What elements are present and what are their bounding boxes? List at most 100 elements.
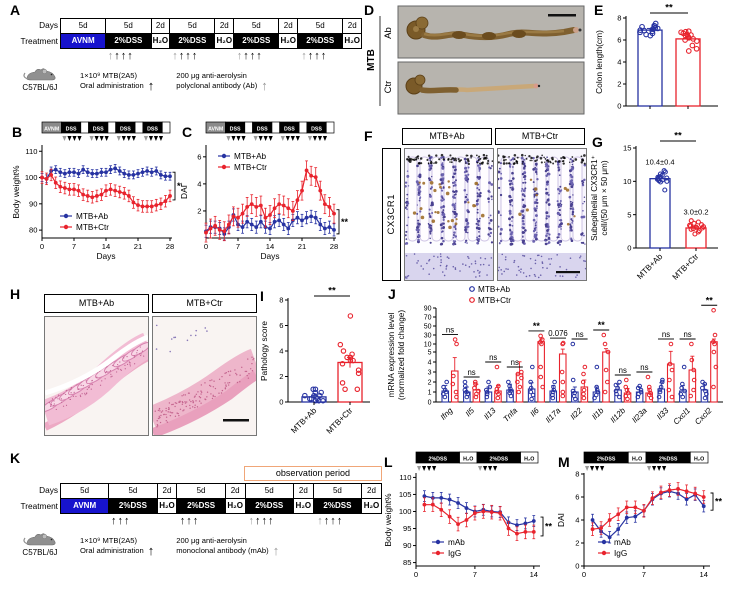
scatter-dot <box>337 341 344 348</box>
nucleus-dot <box>478 162 481 165</box>
nucleus-dot <box>156 420 158 422</box>
nucleus-dot <box>478 176 482 179</box>
nucleus-dot <box>552 158 554 161</box>
nucleus-dot <box>406 157 409 160</box>
data-point <box>99 192 104 197</box>
scatter-dot <box>662 187 668 193</box>
scatter-dot <box>528 385 534 391</box>
scatter-dot <box>605 349 611 355</box>
data-point <box>245 204 250 209</box>
dab-positive-cell <box>433 188 437 193</box>
data-point <box>108 187 113 192</box>
nucleus-dot <box>442 156 445 159</box>
data-point <box>62 186 67 190</box>
crypt <box>512 156 523 242</box>
data-point <box>44 176 49 181</box>
nucleus-dot <box>436 256 439 258</box>
nucleus-dot <box>515 274 518 276</box>
nucleus-dot <box>467 255 469 258</box>
nucleus-dot <box>508 200 512 204</box>
data-point <box>81 192 86 197</box>
panel-k: K observation period Days 5d 5d 2d 5d 2d 5d 2d 5d… <box>8 450 382 595</box>
data-point <box>168 194 172 198</box>
panel-h-header-ctr: MTB+Ctr <box>152 294 257 313</box>
data-point <box>464 506 469 510</box>
scatter-dot <box>688 218 694 224</box>
data-point <box>213 223 218 228</box>
data-point <box>263 215 268 220</box>
nucleus-dot <box>422 268 425 270</box>
nucleus-dot <box>178 401 180 403</box>
scatter-dot <box>538 364 543 370</box>
dose-arrow-icon <box>652 466 657 471</box>
nucleus-dot <box>57 394 60 396</box>
nucleus-dot <box>165 413 167 416</box>
nucleus-dot <box>509 196 512 199</box>
nucleus-dot <box>445 265 448 268</box>
nucleus-dot <box>417 233 420 236</box>
nucleus-dot <box>468 266 471 268</box>
nucleus-dot <box>511 182 514 184</box>
scatter-dot <box>515 371 521 377</box>
scatter-dot <box>711 384 716 390</box>
mini-timeline-block <box>134 121 144 134</box>
bar <box>537 341 545 403</box>
nucleus-dot <box>505 268 507 270</box>
scatter-dot <box>307 396 313 402</box>
nucleus-dot <box>229 370 232 372</box>
gene-label: Il6 <box>528 406 541 419</box>
scatter-dot <box>347 357 354 364</box>
data-point <box>295 198 300 203</box>
nucleus-dot <box>513 259 516 262</box>
nucleus-dot <box>453 225 457 229</box>
panel-f-header-ctr: MTB+Ctr <box>495 128 585 145</box>
mini-timeline-label: DSS <box>66 126 77 132</box>
data-point <box>322 226 327 231</box>
nucleus-dot <box>564 157 566 159</box>
dose-arrow-icon <box>94 136 99 141</box>
nucleus-dot <box>440 199 444 202</box>
data-point <box>204 230 208 235</box>
nucleus-dot <box>186 339 189 342</box>
dose-arrow-icon <box>317 136 323 141</box>
panel-f: F MTB+Ab MTB+Ctr CX3CR1 <box>362 128 588 286</box>
antibody-arrow-icon: ↑ <box>107 50 113 62</box>
data-line <box>592 488 704 530</box>
timeline-block: 2%DSS <box>244 498 294 514</box>
nucleus-dot <box>53 400 55 402</box>
nucleus-dot <box>556 241 560 245</box>
x-tick-label: 0 <box>204 242 208 251</box>
data-point <box>131 173 136 177</box>
nucleus-dot <box>465 193 468 196</box>
nucleus-dot <box>534 259 537 262</box>
nucleus-dot <box>111 375 113 377</box>
nucleus-dot <box>407 185 410 187</box>
sig-label: ns <box>662 330 670 339</box>
nucleus-dot <box>429 159 432 161</box>
timeline-a: Days 5d 5d 2d 5d 2d 5d 2d 5d 2d Treatment AVNM 2%DSS… <box>8 18 363 92</box>
nucleus-dot <box>489 231 493 235</box>
data-point <box>290 209 295 213</box>
legend-marker <box>601 550 607 556</box>
nucleus-dot <box>575 276 577 278</box>
nucleus-dot <box>405 181 408 184</box>
nucleus-dot <box>454 179 457 182</box>
scatter-dot <box>662 169 668 175</box>
crypt <box>467 156 478 242</box>
nucleus-dot <box>245 370 248 373</box>
scatter-dot <box>681 364 687 370</box>
sig-label: ns <box>446 326 454 335</box>
nucleus-dot <box>185 405 187 408</box>
data-point <box>300 188 304 193</box>
gene-label: Il23a <box>630 406 649 425</box>
colon-tip <box>578 28 582 32</box>
nucleus-dot <box>235 372 237 375</box>
nucleus-dot <box>556 200 559 203</box>
nucleus-dot <box>569 207 572 210</box>
nucleus-dot <box>441 271 444 273</box>
nucleus-dot <box>580 233 583 236</box>
y-tick-label: 4 <box>279 347 283 356</box>
legend-marker <box>435 539 441 545</box>
nucleus-dot <box>441 177 444 180</box>
nucleus-dot <box>521 172 525 176</box>
